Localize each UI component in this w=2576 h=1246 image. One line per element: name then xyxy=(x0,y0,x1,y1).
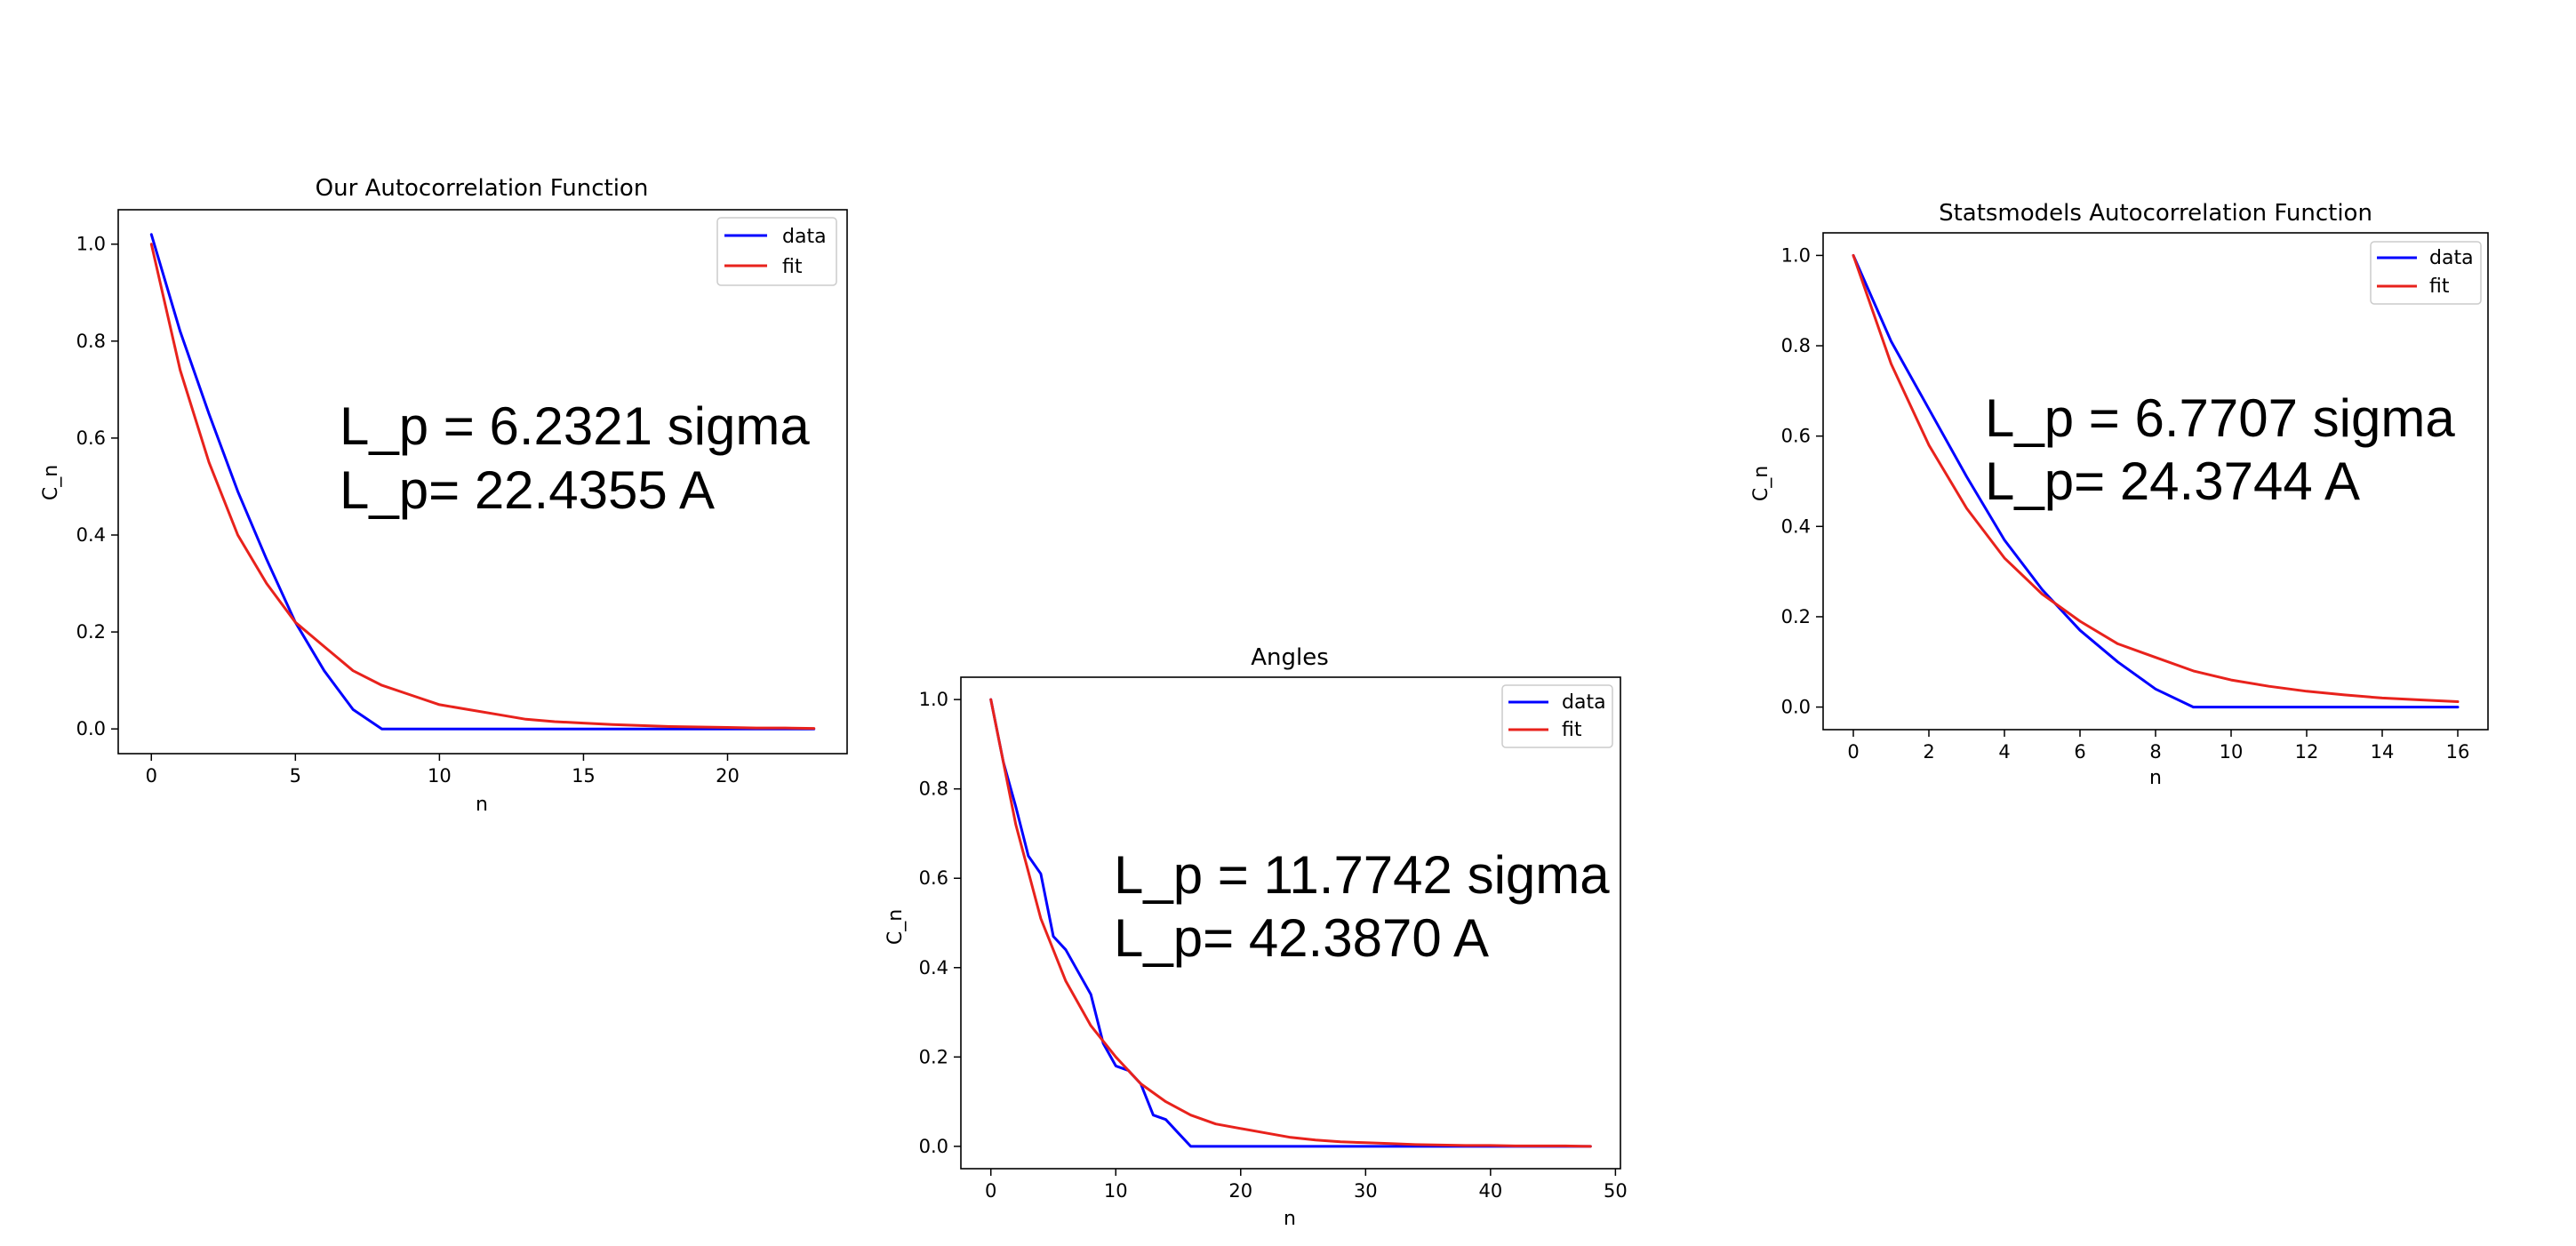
our-autocorrelation-chart: Our Autocorrelation Function n C_n 0 5 10 1… xyxy=(40,175,848,816)
y-axis-ticks: 0.0 0.2 0.4 0.6 0.8 1.0 xyxy=(76,234,118,739)
x-tick-label: 5 xyxy=(290,765,301,787)
series-line-data xyxy=(1852,253,2460,709)
series-line-fit xyxy=(1852,253,2460,703)
y-tick-label: 0.6 xyxy=(1781,426,1811,447)
x-tick-label: 20 xyxy=(716,765,740,787)
x-tick-label: 4 xyxy=(1998,741,2010,763)
legend-data-label: data xyxy=(2429,247,2474,269)
chart-title: Our Autocorrelation Function xyxy=(316,175,649,202)
persistence-length-angstrom: L_p= 24.3744 A xyxy=(1985,451,2360,511)
x-tick-label: 14 xyxy=(2371,741,2395,763)
y-tick-label: 0.4 xyxy=(919,957,948,978)
legend: data fit xyxy=(2370,241,2482,305)
x-tick-label: 0 xyxy=(1847,741,1859,763)
y-tick-label: 1.0 xyxy=(76,234,106,255)
legend-fit-label: fit xyxy=(782,256,803,278)
x-tick-label: 20 xyxy=(1228,1180,1252,1202)
x-axis-ticks: 0 2 4 6 8 10 12 14 16 xyxy=(1847,730,2469,763)
y-axis-ticks: 0.0 0.2 0.4 0.6 0.8 1.0 xyxy=(1781,244,1823,718)
y-tick-label: 1.0 xyxy=(919,689,948,710)
x-axis-ticks: 0 10 20 30 40 50 xyxy=(985,1169,1628,1202)
x-tick-label: 10 xyxy=(1104,1180,1128,1202)
y-axis-label: C_n xyxy=(1750,466,1772,501)
x-tick-label: 12 xyxy=(2295,741,2319,763)
plot-frame xyxy=(960,676,1621,1170)
y-tick-label: 0.8 xyxy=(76,331,106,352)
x-axis-label: n xyxy=(2149,767,2162,789)
persistence-length-sigma: L_p = 6.7707 sigma xyxy=(1985,388,2455,448)
legend: data fit xyxy=(1501,684,1613,748)
legend-fit-label: fit xyxy=(2429,276,2450,298)
x-tick-label: 10 xyxy=(428,765,452,787)
legend-data-label: data xyxy=(1562,691,1606,714)
angles-chart: Angles n C_n 0 10 20 30 40 50 0.0 0.2 0.4 0.6 0.8… xyxy=(884,644,1628,1230)
series-line-data xyxy=(989,698,1592,1148)
series-layer xyxy=(1852,253,2460,709)
series-line-data xyxy=(149,233,816,731)
x-tick-label: 2 xyxy=(1923,741,1934,763)
series-layer xyxy=(989,698,1592,1148)
series-line-fit xyxy=(989,698,1592,1148)
x-tick-label: 16 xyxy=(2446,741,2470,763)
persistence-length-sigma: L_p = 6.2321 sigma xyxy=(340,396,810,456)
x-tick-label: 50 xyxy=(1604,1180,1628,1202)
x-tick-label: 6 xyxy=(2074,741,2085,763)
y-tick-label: 0.2 xyxy=(1781,606,1811,627)
legend-fit-label: fit xyxy=(1562,719,1582,741)
x-tick-label: 40 xyxy=(1478,1180,1502,1202)
legend-data-label: data xyxy=(782,226,827,248)
legend: data fit xyxy=(716,217,837,286)
y-tick-label: 0.4 xyxy=(76,524,106,546)
chart-title: Statsmodels Autocorrelation Function xyxy=(1939,200,2372,227)
series-layer xyxy=(149,233,816,731)
x-axis-ticks: 0 5 10 15 20 xyxy=(146,754,740,787)
x-tick-label: 30 xyxy=(1354,1180,1378,1202)
y-axis-label: C_n xyxy=(884,909,907,945)
y-tick-label: 0.8 xyxy=(1781,335,1811,356)
plot-frame xyxy=(1822,232,2489,731)
x-tick-label: 0 xyxy=(985,1180,996,1202)
y-tick-label: 0.4 xyxy=(1781,515,1811,537)
y-tick-label: 0.6 xyxy=(76,427,106,449)
x-tick-label: 10 xyxy=(2220,741,2244,763)
persistence-length-angstrom: L_p= 22.4355 A xyxy=(340,460,715,520)
statsmodels-autocorrelation-chart: Statsmodels Autocorrelation Function n C… xyxy=(1750,200,2489,789)
series-line-fit xyxy=(149,243,816,731)
x-axis-label: n xyxy=(476,794,488,816)
x-tick-label: 15 xyxy=(572,765,596,787)
chart-title: Angles xyxy=(1251,644,1329,671)
y-tick-label: 0.2 xyxy=(919,1046,948,1067)
y-axis-ticks: 0.0 0.2 0.4 0.6 0.8 1.0 xyxy=(919,689,961,1157)
y-tick-label: 0.2 xyxy=(76,621,106,643)
x-axis-label: n xyxy=(1284,1208,1296,1230)
y-tick-label: 0.6 xyxy=(919,867,948,889)
y-tick-label: 0.0 xyxy=(919,1136,948,1157)
y-tick-label: 1.0 xyxy=(1781,244,1811,266)
persistence-length-sigma: L_p = 11.7742 sigma xyxy=(1114,845,1610,905)
plot-frame xyxy=(117,209,848,755)
y-tick-label: 0.0 xyxy=(1781,697,1811,718)
y-tick-label: 0.0 xyxy=(76,718,106,739)
y-tick-label: 0.8 xyxy=(919,779,948,800)
x-tick-label: 0 xyxy=(146,765,157,787)
persistence-length-angstrom: L_p= 42.3870 A xyxy=(1114,908,1489,968)
x-tick-label: 8 xyxy=(2149,741,2161,763)
y-axis-label: C_n xyxy=(40,465,62,500)
